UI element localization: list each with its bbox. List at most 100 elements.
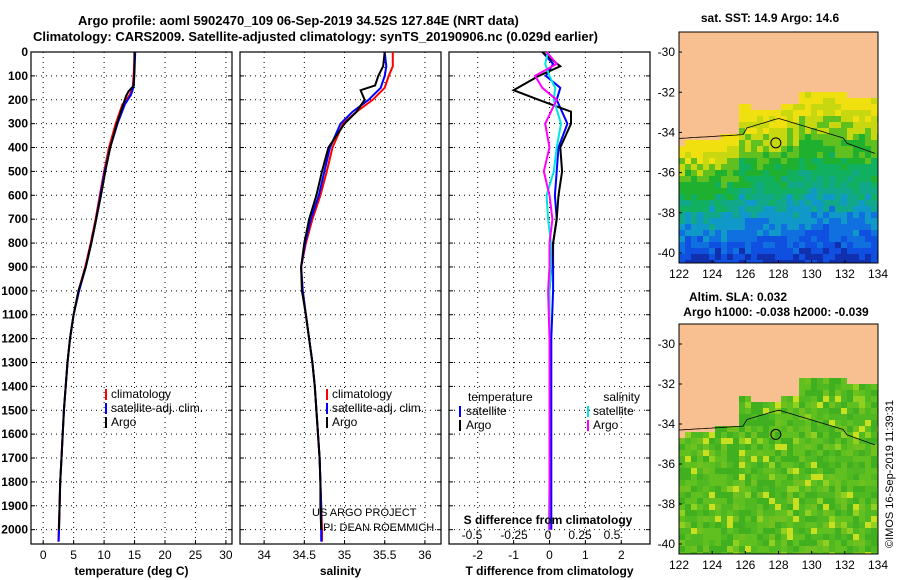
map-cell — [763, 188, 769, 194]
map-cell — [769, 38, 775, 44]
map-cell — [787, 444, 793, 450]
map-cell — [817, 242, 823, 248]
map-cell — [703, 516, 709, 522]
map-cell — [871, 342, 877, 348]
map-cell — [865, 98, 871, 104]
map-cell — [793, 324, 799, 330]
map-cell — [763, 236, 769, 242]
map-cell — [715, 92, 721, 98]
map-cell — [811, 516, 817, 522]
map-cell — [679, 348, 685, 354]
map-cell — [769, 450, 775, 456]
map-cell — [763, 408, 769, 414]
map-cell — [835, 92, 841, 98]
map-cell — [859, 330, 865, 336]
map-cell — [715, 456, 721, 462]
map-cell — [679, 438, 685, 444]
map-cell — [715, 224, 721, 230]
map-cell — [757, 408, 763, 414]
map-cell — [835, 450, 841, 456]
map-cell — [823, 32, 829, 38]
map-cell — [805, 456, 811, 462]
map-cell — [739, 438, 745, 444]
map-cell — [781, 336, 787, 342]
map-cell — [691, 62, 697, 68]
map-cell — [715, 426, 721, 432]
map-cell — [859, 68, 865, 74]
map-cell — [685, 230, 691, 236]
map-cell — [805, 248, 811, 254]
map-cell — [691, 546, 697, 552]
map-cell — [679, 80, 685, 86]
map-cell — [685, 164, 691, 170]
map-cell — [757, 212, 763, 218]
map-cell — [817, 540, 823, 546]
map-cell — [691, 80, 697, 86]
map-cell — [763, 182, 769, 188]
map-cell — [781, 420, 787, 426]
map-cell — [751, 170, 757, 176]
map-cell — [751, 522, 757, 528]
map-cell — [691, 212, 697, 218]
map-cell — [745, 528, 751, 534]
map-cell — [733, 32, 739, 38]
map-cell — [727, 254, 733, 260]
map-cell — [847, 140, 853, 146]
map-cell — [871, 486, 877, 492]
map-cell — [691, 486, 697, 492]
map-cell — [823, 372, 829, 378]
map-cell — [769, 456, 775, 462]
map-cell — [865, 486, 871, 492]
map-cell — [805, 212, 811, 218]
map-cell — [703, 534, 709, 540]
map-cell — [811, 152, 817, 158]
map-cell — [823, 342, 829, 348]
map-cell — [775, 206, 781, 212]
map-cell — [859, 152, 865, 158]
x-axis-label: salinity — [320, 564, 362, 578]
map-cell — [793, 366, 799, 372]
map-cell — [703, 384, 709, 390]
map-cell — [847, 146, 853, 152]
map-cell — [841, 32, 847, 38]
map-cell — [697, 242, 703, 248]
map-cell — [835, 432, 841, 438]
map-cell — [865, 408, 871, 414]
map-cell — [715, 164, 721, 170]
map-cell — [847, 92, 853, 98]
map-cell — [799, 68, 805, 74]
map-cell — [835, 200, 841, 206]
map-cell — [685, 68, 691, 74]
map-cell — [775, 324, 781, 330]
map-cell — [781, 56, 787, 62]
map-cell — [823, 134, 829, 140]
map-cell — [781, 158, 787, 164]
map-cell — [853, 104, 859, 110]
map-cell — [751, 450, 757, 456]
map-cell — [871, 122, 877, 128]
map-cell — [751, 128, 757, 134]
map-cell — [697, 128, 703, 134]
depth-tick-label: 1100 — [2, 308, 28, 322]
map-cell — [787, 408, 793, 414]
map-cell — [703, 462, 709, 468]
map-cell — [727, 492, 733, 498]
map-cell — [715, 528, 721, 534]
map-cell — [853, 360, 859, 366]
map-cell — [745, 224, 751, 230]
map-cell — [727, 456, 733, 462]
map-cell — [697, 62, 703, 68]
map-cell — [703, 152, 709, 158]
map-cell — [733, 56, 739, 62]
map-cell — [715, 32, 721, 38]
map-cell — [817, 510, 823, 516]
map-cell — [751, 534, 757, 540]
lat-tick-label: -40 — [658, 537, 676, 551]
map-cell — [793, 474, 799, 480]
map-cell — [769, 474, 775, 480]
map-cell — [757, 498, 763, 504]
title-line-2: Climatology: CARS2009. Satellite-adjuste… — [33, 29, 598, 44]
map-cell — [793, 260, 799, 263]
map-cell — [799, 188, 805, 194]
map-cell — [829, 498, 835, 504]
